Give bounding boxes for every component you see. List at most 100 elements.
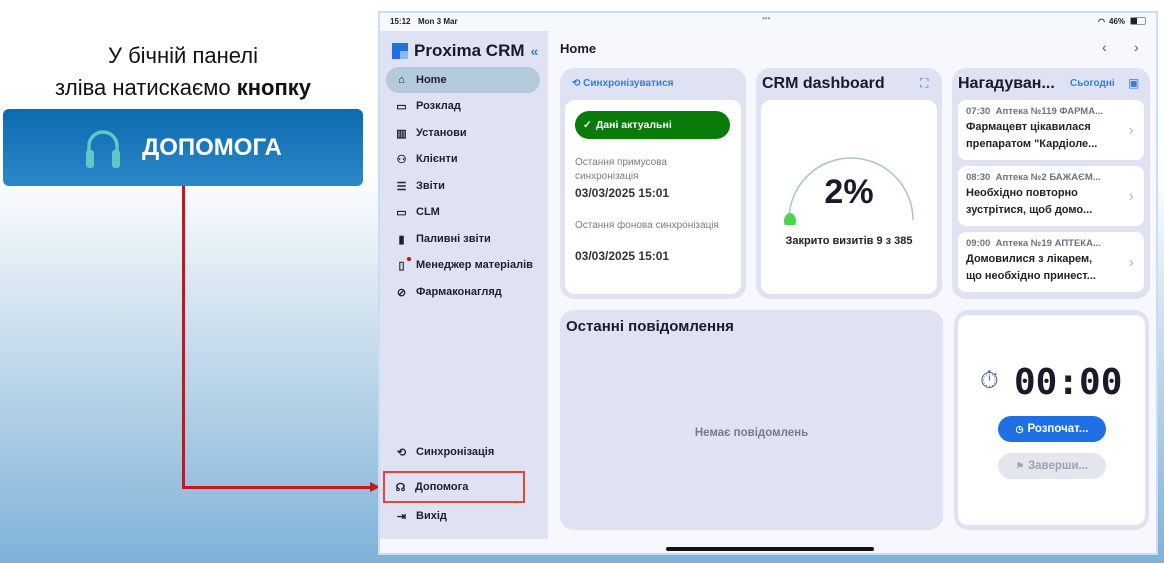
reminder-text: зустрітися, щоб домо... — [966, 204, 1093, 216]
timer-icon: ◷ — [1015, 423, 1024, 434]
finish-label: Заверши... — [1027, 460, 1089, 472]
messages-title: Останні повідомлення — [566, 318, 734, 335]
timer-card: ⏱ 00:00 ◷ Розпочат... ⚑ Заверши... — [954, 310, 1149, 530]
status-time: 15:12 — [390, 17, 411, 26]
status-badge: ✓ Дані актуальні — [575, 111, 730, 139]
gauge-track — [788, 157, 914, 221]
sidebar-item-clm[interactable]: ▭ CLM — [386, 199, 540, 225]
help-banner: ДОПОМОГА — [3, 109, 363, 186]
crm-card-title: CRM dashboard — [762, 75, 885, 92]
back-icon[interactable]: ‹ — [1102, 39, 1107, 55]
reminder-time: 09:00 — [966, 238, 991, 249]
sidebar-item-schedule[interactable]: ▭ Розклад — [386, 93, 540, 119]
users-icon: ⚇ — [396, 153, 407, 166]
reminder-time: 08:30 — [966, 172, 991, 183]
start-timer-button[interactable]: ◷ Розпочат... — [998, 416, 1106, 442]
pharma-icon: ⊘ — [396, 286, 407, 299]
logout-icon: ⇥ — [396, 510, 407, 523]
collapse-sidebar-icon[interactable]: « — [530, 43, 539, 59]
status-bar: 15:12 Mon 3 Mar ••• ◠ 46% — [380, 13, 1156, 31]
sidebar-item-label: Менеджер матеріалів — [416, 259, 533, 271]
home-indicator[interactable] — [666, 547, 874, 551]
reminder-text: Фармацевт цікавилася — [966, 121, 1091, 133]
sidebar-item-home[interactable]: ⌂ Home — [386, 67, 540, 93]
stopwatch-icon: ⏱ — [980, 367, 999, 394]
sidebar-item-institutions[interactable]: ▥ Установи — [386, 120, 540, 146]
background-sync-label: Остання фонова синхронізація — [575, 220, 719, 231]
background-sync-value: 03/03/2025 15:01 — [575, 249, 670, 263]
finish-timer-button[interactable]: ⚑ Заверши... — [998, 453, 1106, 479]
check-icon: ✓ — [583, 119, 592, 131]
sync-now-button[interactable]: ⟲ Синхронізуватися — [572, 78, 673, 89]
reminders-title: Нагадуван... — [958, 75, 1055, 92]
battery-level: 46% — [1109, 17, 1126, 26]
sidebar-item-label: Допомога — [415, 481, 469, 493]
sidebar-item-fuel-reports[interactable]: ▮ Паливні звіти — [386, 226, 540, 252]
crm-dashboard-card: CRM dashboard ⛶ 2% Закрито визитів 9 з 3… — [756, 68, 942, 299]
sidebar-item-sync[interactable]: ⟲ Синхронізація — [386, 439, 540, 465]
gauge-indicator — [784, 213, 796, 225]
reminder-text: препаратом "Кардіоле... — [966, 138, 1098, 150]
progress-gauge — [784, 157, 914, 225]
flag-icon: ⚑ — [1015, 460, 1024, 471]
sidebar-item-label: Клієнти — [416, 153, 458, 165]
caption-line-1: У бічній панелі — [107, 43, 258, 68]
sync-icon: ⟲ — [572, 78, 581, 89]
clipboard-icon: ☰ — [396, 180, 407, 193]
headphones-icon — [86, 129, 121, 168]
laptop-icon: ▭ — [396, 206, 407, 219]
forward-icon[interactable]: › — [1134, 39, 1139, 55]
wifi-icon: ◠ — [1098, 17, 1105, 26]
app-logo: Proxima CRM « — [392, 41, 538, 61]
chevron-right-icon: › — [1128, 188, 1134, 205]
home-icon: ⌂ — [398, 74, 405, 86]
reminder-text: що необхідно принест... — [966, 270, 1096, 282]
headphones-icon: ☊ — [395, 481, 406, 494]
fuel-icon: ▮ — [398, 233, 405, 246]
forced-sync-label: Остання примусова синхронізація — [575, 157, 667, 182]
sidebar-item-label: Вихід — [416, 510, 447, 522]
sidebar-item-label: Паливні звіти — [416, 233, 491, 245]
visits-caption: Закрито визитів 9 з 385 — [785, 235, 913, 247]
sidebar-item-reports[interactable]: ☰ Звіти — [386, 173, 540, 199]
app-name: Proxima CRM — [414, 41, 525, 60]
sidebar-item-pharmacovigilance[interactable]: ⊘ Фармаконагляд — [386, 279, 540, 305]
forced-sync-value: 03/03/2025 15:01 — [575, 186, 670, 200]
notification-dot — [407, 256, 411, 261]
multitask-dots-icon[interactable]: ••• — [762, 14, 771, 23]
sidebar-item-label: Фармаконагляд — [416, 286, 502, 298]
sync-now-label: Синхронізуватися — [583, 78, 674, 89]
status-date: Mon 3 Mar — [418, 17, 458, 26]
sync-card: ⟲ Синхронізуватися ✓ Дані актуальні Остан… — [560, 68, 746, 299]
sidebar-item-label: Синхронізація — [416, 446, 495, 458]
expand-icon[interactable]: ⛶ — [920, 76, 929, 90]
calendar-icon[interactable]: ▣ — [1128, 76, 1140, 90]
tablet-screen: 15:12 Mon 3 Mar ••• ◠ 46% Proxima CRM « … — [378, 11, 1158, 555]
arrow-line — [182, 186, 185, 488]
reminder-item[interactable]: 09:00 Аптека №19 АПТЕКА... Домовилися з л… — [958, 232, 1144, 292]
reminder-item[interactable]: 08:30 Аптека №2 БАЖАЄМ... Необхідно повто… — [958, 166, 1144, 226]
banner-label: ДОПОМОГА — [142, 133, 282, 161]
messages-card: Останні повідомлення Немає повідомлень — [560, 310, 943, 530]
progress-percent: 2% — [824, 173, 874, 211]
caption-bold: кнопку — [236, 75, 311, 100]
arrow-line — [182, 486, 372, 489]
sidebar-item-help[interactable]: ☊ Допомога — [383, 471, 525, 503]
sidebar-item-clients[interactable]: ⚇ Клієнти — [386, 146, 540, 172]
instruction-caption: У бічній панелі зліва натискаємо кнопку — [0, 40, 366, 104]
arrow-head — [370, 482, 380, 492]
page-title: Home — [560, 41, 597, 56]
reminders-card: Нагадуван... Сьогодні ▣ 07:30 Аптека №11… — [952, 68, 1150, 299]
battery-icon — [1130, 17, 1146, 25]
messages-empty-state: Немає повідомлень — [694, 427, 809, 439]
reminder-item[interactable]: 07:30 Аптека №119 ФАРМА... Фармацевт ціка… — [958, 100, 1144, 160]
sidebar-item-logout[interactable]: ⇥ Вихід — [386, 503, 540, 529]
today-filter-button[interactable]: Сьогодні — [1070, 78, 1115, 89]
reminder-time: 07:30 — [966, 106, 991, 117]
sidebar-item-label: Звіти — [416, 180, 445, 192]
sidebar-item-materials[interactable]: ▯ Менеджер матеріалів — [386, 252, 540, 278]
start-label: Розпочат... — [1027, 423, 1089, 435]
timer-display: 00:00 — [1014, 362, 1123, 403]
sidebar-item-label: Установи — [416, 127, 467, 139]
calendar-icon: ▭ — [396, 100, 407, 113]
